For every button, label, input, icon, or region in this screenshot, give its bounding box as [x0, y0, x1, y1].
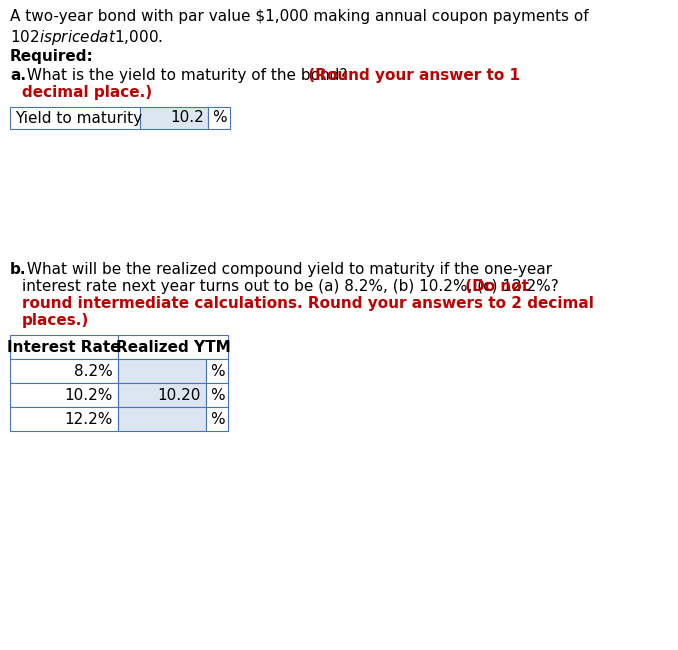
Text: %: % [210, 387, 224, 402]
Text: %: % [212, 111, 226, 125]
Text: 10.2: 10.2 [170, 111, 204, 125]
Text: Required:: Required: [10, 49, 94, 64]
Text: Realized YTM: Realized YTM [116, 339, 231, 354]
Bar [206, 383, 228, 407]
Bar [208, 107, 230, 129]
Bar [118, 359, 206, 383]
Text: 8.2%: 8.2% [75, 363, 113, 378]
Text: %: % [210, 411, 224, 426]
Text: Interest Rate: Interest Rate [7, 339, 121, 354]
Bar [10, 335, 118, 359]
Text: a.: a. [10, 68, 26, 83]
Bar [10, 107, 140, 129]
Bar [140, 107, 208, 129]
Bar [10, 383, 118, 407]
Text: places.): places.) [22, 313, 89, 328]
Bar [10, 359, 118, 383]
Bar [118, 383, 206, 407]
Text: What will be the realized compound yield to maturity if the one-year: What will be the realized compound yield… [22, 262, 552, 277]
Text: round intermediate calculations. Round your answers to 2 decimal: round intermediate calculations. Round y… [22, 296, 594, 311]
Text: A two-year bond with par value $1,000 making annual coupon payments of: A two-year bond with par value $1,000 ma… [10, 9, 589, 24]
Text: Yield to maturity: Yield to maturity [15, 111, 142, 126]
Text: interest rate next year turns out to be (a) 8.2%, (b) 10.2%, (c) 12.2%?: interest rate next year turns out to be … [22, 279, 559, 294]
Text: decimal place.): decimal place.) [22, 85, 152, 100]
Text: (Do not: (Do not [460, 279, 529, 294]
Text: What is the yield to maturity of the bond?: What is the yield to maturity of the bon… [22, 68, 347, 83]
Text: b.: b. [10, 262, 26, 277]
Text: %: % [210, 363, 224, 378]
Bar [10, 407, 118, 431]
Text: 10.20: 10.20 [157, 387, 201, 402]
Bar [206, 407, 228, 431]
Text: 10.2%: 10.2% [64, 387, 113, 402]
Bar [118, 335, 228, 359]
Text: $102 is priced at $1,000.: $102 is priced at $1,000. [10, 28, 163, 47]
Bar [206, 359, 228, 383]
Bar [118, 407, 206, 431]
Text: 12.2%: 12.2% [64, 411, 113, 426]
Text: (Round your answer to 1: (Round your answer to 1 [303, 68, 520, 83]
